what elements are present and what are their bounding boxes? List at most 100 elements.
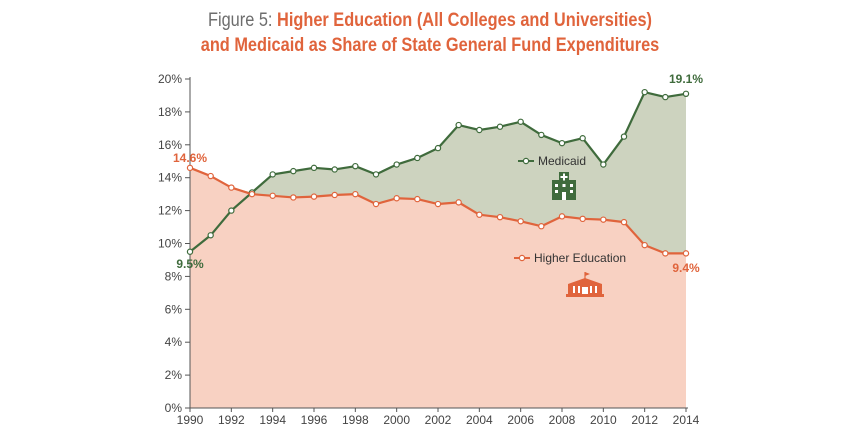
medicaid-point [186, 248, 194, 255]
higher-education-area [190, 167, 686, 408]
higher-education-point [269, 192, 276, 199]
higher-education-point [331, 191, 338, 199]
higher-education-legend-marker [518, 254, 526, 262]
higher-education-point [372, 200, 380, 208]
higher-education-point [662, 250, 669, 257]
higher-education-point [248, 190, 256, 198]
x-tick-label: 1998 [342, 413, 369, 427]
university-icon-flag [585, 272, 590, 276]
medicaid-point [372, 171, 380, 178]
medicaid-point [517, 118, 524, 125]
higher-education-point [186, 164, 194, 172]
chart-title-line-2: and Medicaid as Share of State General F… [60, 35, 800, 57]
x-tick-label: 2010 [590, 413, 617, 427]
higher-education-point [434, 200, 442, 208]
x-tick-label: 1992 [218, 413, 245, 427]
higher-education-point [558, 213, 566, 220]
x-tick-label: 2014 [673, 413, 700, 427]
y-tick-label: 14% [158, 171, 182, 185]
medicaid-point [434, 144, 442, 152]
y-tick-label: 16% [158, 138, 182, 152]
hospital-icon-window [562, 184, 566, 187]
y-tick-label: 0% [165, 401, 183, 415]
x-tick-label: 2012 [631, 413, 658, 427]
higher-education-point [496, 213, 504, 221]
y-tick-label: 2% [165, 368, 183, 382]
hospital-icon [552, 172, 576, 200]
medicaid-point [290, 167, 297, 175]
y-tick-label: 6% [165, 302, 183, 316]
university-icon-column [578, 286, 580, 293]
higher-education-point [455, 199, 462, 206]
higher-education-point [682, 250, 690, 257]
x-tick-label: 2000 [383, 413, 410, 427]
medicaid-area [190, 92, 686, 254]
higher-education-point [600, 216, 607, 223]
medicaid-point [682, 90, 690, 98]
university-icon-column [590, 286, 592, 293]
higher-education-point [352, 190, 359, 198]
medicaid-point [331, 166, 338, 173]
title-line-1: Higher Education (All Colleges and Unive… [277, 10, 653, 31]
medicaid-point [620, 133, 628, 140]
medicaid-point [600, 161, 607, 168]
university-icon [566, 272, 604, 297]
university-icon-column [595, 286, 597, 293]
hospital-icon-window [555, 190, 558, 193]
higher-education-point [228, 184, 235, 191]
x-tick-label: 2008 [549, 413, 576, 427]
medicaid-point [455, 121, 462, 129]
hospital-icon-window [555, 184, 558, 187]
medicaid-point [558, 139, 566, 147]
medicaid-point [641, 88, 648, 96]
university-icon-roof [568, 278, 602, 284]
medicaid-point [207, 232, 214, 239]
hospital-icon-window [570, 184, 573, 187]
medicaid-point [414, 154, 421, 162]
medicaid-point [310, 164, 318, 172]
y-tick-label: 20% [158, 72, 182, 86]
y-tick-label: 10% [158, 237, 182, 251]
medicaid-point [352, 162, 359, 170]
higher-education-point [476, 211, 483, 218]
higher-education-start-label: 14.6% [173, 151, 207, 165]
x-tick-label: 2004 [466, 413, 493, 427]
medicaid-point [476, 126, 483, 134]
higher-education-point [538, 223, 545, 230]
university-icon-base [566, 294, 604, 297]
university-icon-column [573, 286, 575, 293]
x-tick-label: 1996 [301, 413, 328, 427]
y-tick-label: 8% [165, 269, 183, 283]
higher-education-point [414, 195, 421, 203]
medicaid-point [393, 161, 400, 168]
higher-education-point [517, 218, 524, 225]
medicaid-point [228, 207, 235, 214]
medicaid-end-label: 19.1% [669, 72, 703, 86]
x-tick-label: 2006 [507, 413, 534, 427]
medicaid-point [662, 93, 669, 101]
y-tick-label: 4% [165, 335, 183, 349]
x-tick-label: 1994 [259, 413, 286, 427]
higher-education-end-label: 9.4% [672, 261, 700, 275]
y-tick-label: 12% [158, 204, 182, 218]
figure-label: Figure 5: [207, 10, 278, 31]
medicaid-legend-marker [522, 157, 530, 165]
y-tick-label: 18% [158, 105, 182, 119]
higher-education-point [620, 218, 628, 226]
hospital-icon-cross-h [560, 176, 568, 178]
higher-education-point [579, 215, 586, 223]
medicaid-legend-label: Medicaid [538, 154, 586, 168]
higher-education-point [641, 241, 648, 249]
higher-education-point [310, 193, 318, 200]
title-line-2: and Medicaid as Share of State General F… [200, 35, 660, 56]
higher-education-point [290, 194, 297, 201]
higher-education-point [393, 195, 400, 202]
medicaid-point [269, 171, 276, 178]
x-tick-label: 2002 [425, 413, 452, 427]
higher-education-legend-label: Higher Education [534, 251, 626, 265]
medicaid-point [579, 135, 586, 142]
hospital-icon-door [562, 192, 566, 200]
medicaid-start-label: 9.5% [176, 257, 204, 271]
hospital-icon-window [570, 190, 573, 193]
